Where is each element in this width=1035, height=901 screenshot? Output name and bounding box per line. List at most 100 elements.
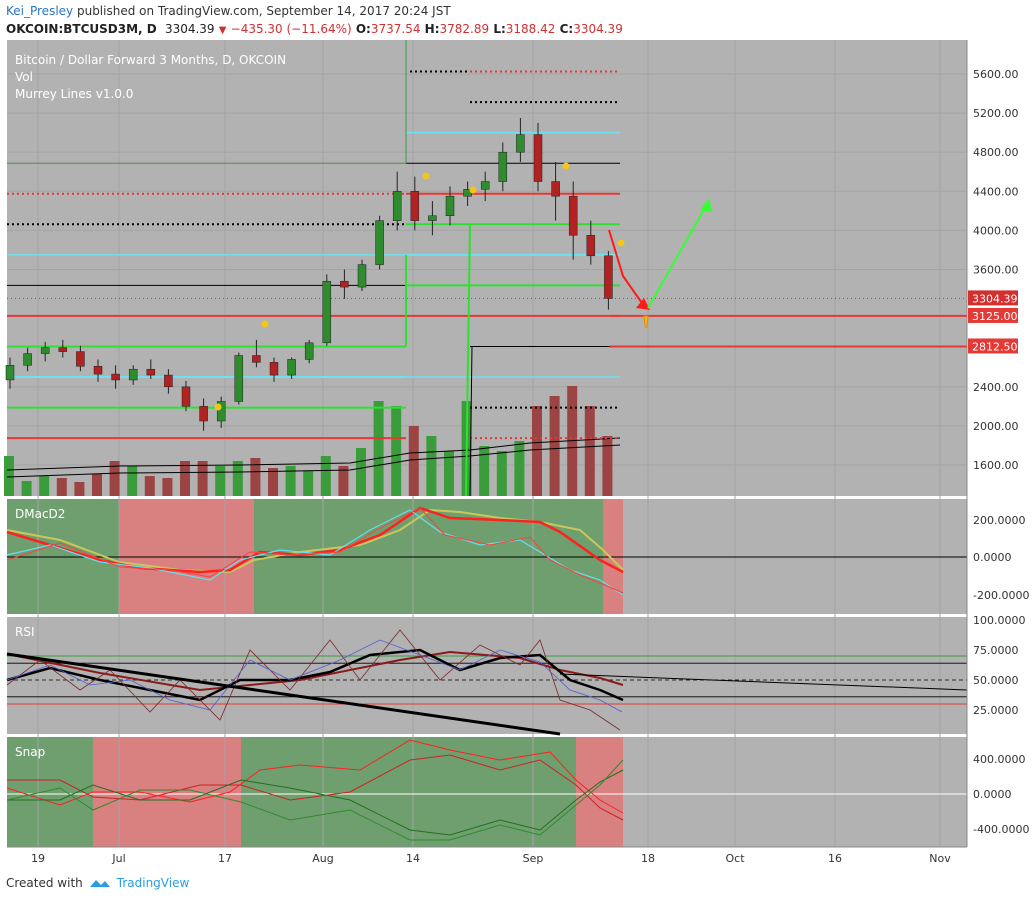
candle-body: [586, 235, 596, 257]
rsi-legend: RSI: [15, 625, 35, 639]
snap-green-line: [6, 759, 624, 841]
dmac-tick-label: 200.0000: [973, 514, 1026, 527]
candle-body: [322, 280, 332, 344]
candle-body: [551, 181, 560, 197]
rsi-tick-label: 25.0000: [973, 704, 1019, 717]
author-link[interactable]: Kei_Presley: [6, 4, 74, 18]
volume-bar: [162, 478, 173, 496]
volume-bar: [39, 476, 50, 496]
dmac-lines: [6, 506, 967, 596]
high-label: H:: [424, 22, 440, 36]
close-value: 3304.39: [573, 22, 623, 36]
candle-body: [375, 220, 384, 265]
time-tick-label: Nov: [929, 852, 951, 865]
axis-labels: 5600.00 5200.00 4800.00 4400.00 4000.00 3600.…: [31, 68, 1029, 865]
candle-body: [357, 264, 367, 288]
candle-body: [480, 181, 490, 190]
time-tick-label: 19: [31, 852, 45, 865]
rsi-blue-line: [6, 639, 623, 713]
rsi-tick-label: 75.0000: [973, 644, 1019, 657]
dmac-tick-label: -200.0000: [973, 589, 1029, 602]
snap-tick-label: 0.0000: [973, 788, 1012, 801]
red-arrowhead-icon: [636, 298, 650, 310]
rsi-trendline: [6, 652, 561, 736]
candle-body: [568, 195, 578, 236]
volume-bar: [514, 441, 525, 496]
volume-bar: [338, 466, 349, 496]
price-tick-label: 2000.00: [973, 420, 1019, 433]
volume-bar: [549, 396, 560, 496]
volume-bar: [215, 466, 226, 496]
murrey-step: [465, 224, 471, 497]
time-tick-label: Aug: [312, 852, 333, 865]
candle-body: [340, 280, 349, 288]
time-axis[interactable]: [0, 847, 1035, 870]
symbol-label: OKCOIN:BTCUSD3M, D: [6, 22, 157, 36]
rsi-line: [6, 648, 624, 702]
candle-body: [111, 373, 120, 381]
dmac-fast-line: [6, 509, 624, 596]
candle-body: [252, 355, 261, 363]
murrey-legend: Murrey Lines v1.0.0: [15, 87, 133, 101]
candle-body: [498, 151, 508, 182]
candle-body: [304, 342, 314, 360]
price-change: −435.30 (−11.64%): [230, 22, 352, 36]
price-tag-label: 3125.00: [972, 310, 1018, 323]
volume-bar: [584, 406, 595, 496]
published-text: published on TradingView.com, September …: [76, 4, 451, 18]
time-tick-label: 17: [218, 852, 232, 865]
green-arrowhead-icon: [700, 198, 712, 212]
volume-bar: [426, 436, 437, 496]
price-pane[interactable]: [7, 40, 967, 496]
tradingview-link[interactable]: TradingView: [116, 876, 190, 890]
candle-body: [58, 347, 68, 352]
green-projection-arrow: [647, 205, 707, 309]
price-tick-label: 2400.00: [973, 381, 1019, 394]
red-projection-arrow: [608, 229, 645, 307]
price-tick-label: 4400.00: [973, 185, 1019, 198]
volume-bar: [320, 456, 331, 496]
volume-bar: [496, 451, 507, 496]
candle-body: [269, 362, 279, 376]
dmac-signal-line: [6, 508, 624, 574]
rsi-pane[interactable]: [7, 617, 967, 734]
price-tag: [968, 338, 1018, 354]
snap-tick-label: -400.0000: [973, 823, 1029, 836]
time-tick-label: 18: [641, 852, 655, 865]
candle-body: [164, 374, 173, 388]
candle-body: [533, 134, 543, 182]
close-label: C:: [559, 22, 574, 36]
rsi-ma-line: [6, 650, 624, 692]
price-tag-label: 3304.39: [972, 292, 1018, 305]
volume-bar: [56, 478, 67, 496]
price-tag: [968, 307, 1018, 323]
fractal-dot: [422, 172, 430, 180]
volume-bar: [197, 461, 208, 496]
volume-bar: [285, 466, 296, 496]
volume-bar: [602, 436, 613, 496]
candle-body: [181, 386, 191, 407]
volume-bar: [232, 461, 243, 496]
candle-body: [5, 365, 15, 381]
time-tick-label: 14: [406, 852, 420, 865]
chart-title: Bitcoin / Dollar Forward 3 Months, D, OK…: [15, 53, 286, 67]
publish-header: Kei_Presley published on TradingView.com…: [6, 4, 451, 18]
price-tick-label: 4000.00: [973, 224, 1019, 237]
volume-bar: [109, 461, 120, 496]
time-tick-label: Jul: [111, 852, 125, 865]
low-value: 3188.42: [505, 22, 556, 36]
dmac-legend: DMacD2: [15, 507, 65, 521]
candle-body: [76, 351, 85, 367]
dmac-slow-line: [6, 507, 624, 594]
volume-bar: [250, 458, 261, 496]
price-tick-label: 4800.00: [973, 146, 1019, 159]
volume-bar: [303, 471, 314, 496]
high-value: 3782.89: [439, 22, 490, 36]
price-axis[interactable]: [967, 40, 1035, 847]
chart-canvas[interactable]: 5600.00 5200.00 4800.00 4400.00 4000.00 3600.…: [0, 40, 1035, 870]
last-price: 3304.39: [164, 22, 215, 36]
candle-body: [234, 355, 244, 402]
murrey-step: [469, 346, 473, 497]
candle-body: [410, 191, 420, 221]
gridlines: [7, 40, 967, 847]
